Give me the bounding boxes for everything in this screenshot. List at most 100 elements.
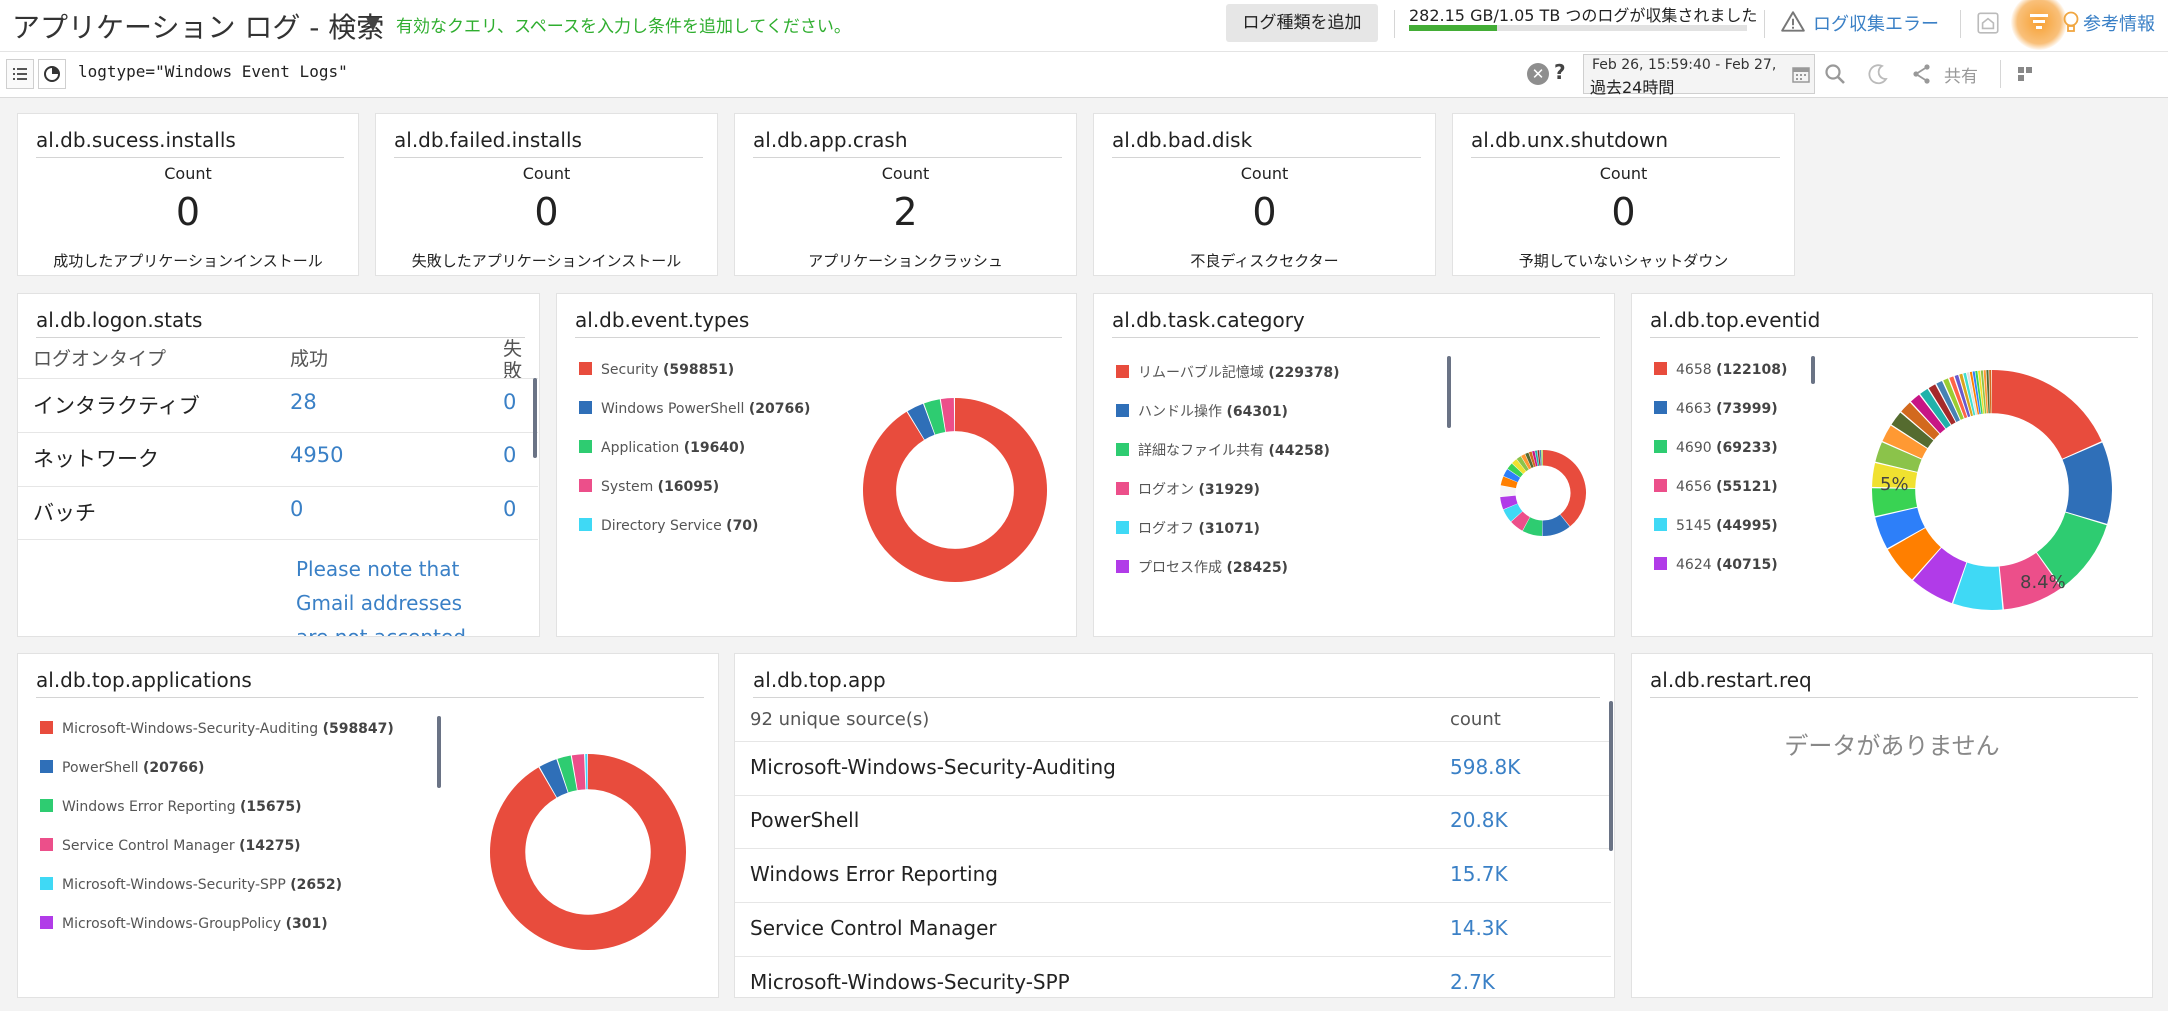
share-icon[interactable]	[1910, 62, 1934, 86]
search-icon[interactable]	[1823, 62, 1847, 86]
legend-item[interactable]: 5145 (44995)	[1654, 518, 1778, 534]
donut-slice[interactable]	[539, 759, 569, 798]
calendar-icon[interactable]	[1792, 65, 1810, 83]
success-count-link[interactable]: 4950	[290, 443, 344, 467]
whats-new-icon[interactable]	[2027, 10, 2051, 34]
donut-slice[interactable]	[1875, 507, 1926, 549]
donut-slice[interactable]	[1512, 459, 1527, 474]
legend-item[interactable]: Windows Error Reporting (15675)	[40, 799, 302, 815]
donut-slice[interactable]	[1910, 394, 1946, 434]
list-view-button[interactable]	[6, 59, 34, 89]
count-value[interactable]: 2	[893, 190, 918, 234]
donut-slice[interactable]	[1920, 388, 1951, 429]
legend-item[interactable]: プロセス作成 (28425)	[1116, 557, 1288, 577]
legend-item[interactable]: Microsoft-Windows-Security-SPP (2652)	[40, 877, 342, 893]
log-collection-error-link[interactable]: ログ収集エラー	[1813, 14, 1939, 35]
task-category-donut-chart[interactable]	[1500, 450, 1586, 536]
donut-slice[interactable]	[2062, 442, 2112, 524]
donut-slice[interactable]	[1522, 517, 1543, 536]
legend-item[interactable]: Microsoft-Windows-GroupPolicy (301)	[40, 916, 328, 932]
fail-count-link[interactable]: 0	[503, 497, 517, 521]
donut-slice[interactable]	[1901, 402, 1940, 440]
donut-slice[interactable]	[1500, 495, 1518, 510]
time-range-picker[interactable]: Feb 26, 15:59:40 - Feb 27, ... 過去24時間	[1583, 54, 1815, 97]
donut-slice[interactable]	[490, 754, 686, 950]
donut-slice[interactable]	[940, 398, 955, 432]
search-query-input[interactable]: logtype="Windows Event Logs"	[78, 62, 348, 81]
donut-slice[interactable]	[924, 399, 946, 435]
donut-slice[interactable]	[1954, 374, 1971, 418]
legend-item[interactable]: Service Control Manager (14275)	[40, 838, 301, 854]
donut-slice[interactable]	[1503, 469, 1521, 483]
legend-item[interactable]: Security (598851)	[579, 362, 734, 378]
query-help-icon[interactable]: ?	[1554, 60, 1566, 84]
add-log-type-button[interactable]: ログ種類を追加	[1226, 4, 1378, 42]
dashboard-grid-icon[interactable]	[2014, 62, 2038, 86]
count-value[interactable]: 0	[1252, 190, 1277, 234]
legend-item[interactable]: 4658 (122108)	[1654, 362, 1787, 378]
scrollbar[interactable]	[1609, 701, 1613, 851]
donut-slice[interactable]	[1913, 547, 1968, 604]
count-link[interactable]: 598.8K	[1450, 755, 1521, 779]
donut-slice[interactable]	[1500, 476, 1518, 489]
count-link[interactable]: 14.3K	[1450, 916, 1508, 940]
donut-slice[interactable]	[1998, 552, 2062, 610]
donut-slice[interactable]	[1963, 372, 1976, 416]
donut-slice[interactable]	[1882, 425, 1928, 459]
donut-slice[interactable]	[2036, 511, 2107, 588]
title-dropdown-caret-icon[interactable]: ▼	[366, 13, 380, 34]
legend-scrollbar[interactable]	[1447, 356, 1451, 428]
donut-slice[interactable]	[1991, 370, 2102, 460]
count-value[interactable]: 0	[175, 190, 201, 234]
count-value[interactable]: 0	[534, 190, 559, 234]
legend-item[interactable]: 4663 (73999)	[1654, 401, 1778, 417]
donut-slice[interactable]	[1887, 527, 1942, 580]
help-link[interactable]: 参考情報	[2083, 14, 2155, 35]
legend-item[interactable]: ハンドル操作 (64301)	[1116, 401, 1288, 421]
legend-item[interactable]: Windows PowerShell (20766)	[579, 401, 810, 417]
home-icon[interactable]	[1975, 10, 2001, 36]
donut-slice[interactable]	[1525, 452, 1534, 468]
legend-item[interactable]: リムーバブル記憶域 (229378)	[1116, 362, 1340, 382]
success-count-link[interactable]: 28	[290, 390, 317, 414]
success-count-link[interactable]: 0	[290, 497, 304, 521]
chart-view-button[interactable]	[38, 59, 66, 89]
legend-item[interactable]: PowerShell (20766)	[40, 760, 204, 776]
donut-slice[interactable]	[1875, 442, 1922, 473]
donut-slice[interactable]	[1928, 384, 1956, 425]
legend-item[interactable]: Microsoft-Windows-Security-Auditing (598…	[40, 721, 394, 737]
donut-slice[interactable]	[1872, 488, 1918, 517]
lightbulb-icon[interactable]	[2061, 10, 2081, 36]
donut-slice[interactable]	[571, 754, 586, 791]
donut-slice[interactable]	[1500, 485, 1516, 497]
clear-query-icon[interactable]: ✕	[1527, 63, 1549, 85]
legend-item[interactable]: 詳細なファイル共有 (44258)	[1116, 440, 1330, 460]
event-types-donut-chart[interactable]	[863, 397, 1047, 582]
count-link[interactable]: 15.7K	[1450, 862, 1508, 886]
donut-slice[interactable]	[863, 398, 1047, 582]
fail-count-link[interactable]: 0	[503, 390, 517, 414]
donut-slice[interactable]	[1943, 378, 1964, 420]
legend-item[interactable]: System (16095)	[579, 479, 719, 495]
share-button[interactable]: 共有	[1944, 67, 1978, 87]
donut-slice[interactable]	[907, 403, 935, 440]
donut-slice[interactable]	[1507, 463, 1524, 478]
legend-item[interactable]: ログオン (31929)	[1116, 479, 1260, 499]
donut-slice[interactable]	[1528, 451, 1536, 468]
legend-scrollbar[interactable]	[437, 716, 441, 788]
donut-slice[interactable]	[1503, 503, 1523, 522]
legend-item[interactable]: 4690 (69233)	[1654, 440, 1778, 456]
count-link[interactable]: 2.7K	[1450, 970, 1495, 994]
donut-slice[interactable]	[1542, 450, 1586, 527]
top-applications-donut-chart[interactable]	[490, 753, 686, 950]
donut-slice[interactable]	[1936, 380, 1961, 423]
donut-slice[interactable]	[1949, 376, 1968, 419]
legend-item[interactable]: ログオフ (31071)	[1116, 518, 1260, 538]
legend-item[interactable]: 4624 (40715)	[1654, 557, 1778, 573]
donut-slice[interactable]	[1521, 454, 1532, 470]
legend-scrollbar[interactable]	[1811, 356, 1815, 384]
legend-item[interactable]: 4656 (55121)	[1654, 479, 1778, 495]
donut-slice[interactable]	[1953, 562, 2003, 610]
scrollbar[interactable]	[533, 378, 537, 458]
donut-slice[interactable]	[557, 755, 578, 793]
